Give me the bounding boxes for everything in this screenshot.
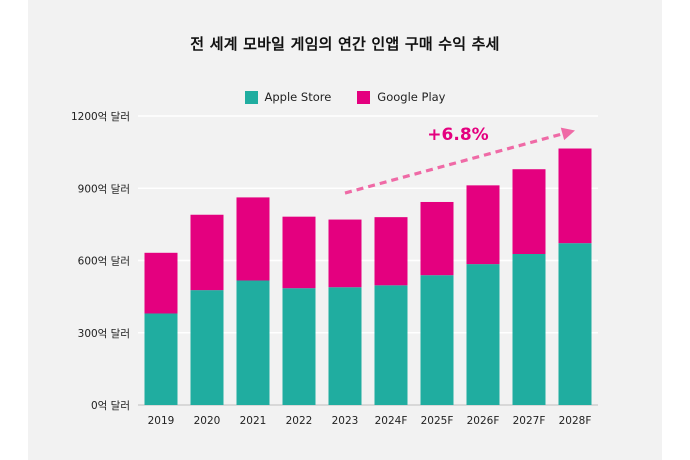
chart-legend: Apple Store Google Play bbox=[0, 90, 690, 104]
x-tick-label: 2023 bbox=[332, 415, 359, 427]
y-tick-label: 1200억 달러 bbox=[71, 111, 130, 123]
bar-apple-store bbox=[190, 290, 224, 405]
bar-google-play bbox=[236, 197, 270, 281]
bar-google-play bbox=[282, 216, 316, 289]
x-tick-label: 2028F bbox=[559, 415, 592, 427]
bar-apple-store bbox=[328, 287, 362, 405]
bar-google-play bbox=[420, 201, 454, 276]
x-tick-label: 2026F bbox=[467, 415, 500, 427]
legend-label-google-play: Google Play bbox=[377, 90, 446, 104]
bar-google-play bbox=[558, 148, 592, 244]
legend-item-google-play: Google Play bbox=[357, 90, 446, 104]
bar-apple-store bbox=[282, 288, 316, 405]
chart-title: 전 세계 모바일 게임의 연간 인앱 구매 수익 추세 bbox=[190, 35, 500, 53]
trend-arrow-head bbox=[560, 127, 575, 141]
x-tick-label: 2020 bbox=[194, 415, 221, 427]
x-tick-label: 2025F bbox=[421, 415, 454, 427]
y-tick-label: 0억 달러 bbox=[91, 400, 130, 412]
x-tick-label: 2022 bbox=[286, 415, 313, 427]
legend-swatch-google-play bbox=[357, 90, 371, 104]
bar-google-play bbox=[328, 219, 362, 288]
legend-label-apple-store: Apple Store bbox=[264, 90, 332, 104]
x-tick-label: 2024F bbox=[375, 415, 408, 427]
y-tick-label: 300억 달러 bbox=[78, 328, 130, 340]
growth-annotation: +6.8% bbox=[427, 125, 488, 145]
bar-google-play bbox=[190, 214, 224, 291]
bar-apple-store bbox=[558, 243, 592, 405]
legend-swatch-apple-store bbox=[244, 90, 258, 104]
bar-apple-store bbox=[466, 264, 500, 405]
bar-google-play bbox=[466, 185, 500, 265]
y-tick-label: 600억 달러 bbox=[78, 256, 130, 268]
bar-apple-store bbox=[374, 285, 408, 405]
x-tick-label: 2021 bbox=[240, 415, 267, 427]
y-tick-label: 900억 달러 bbox=[78, 183, 130, 195]
bar-apple-store bbox=[512, 253, 546, 405]
bar-apple-store bbox=[144, 313, 178, 405]
x-tick-label: 2019 bbox=[148, 415, 175, 427]
bar-google-play bbox=[144, 252, 178, 314]
trend-arrow-line bbox=[344, 132, 563, 195]
bar-google-play bbox=[374, 217, 408, 286]
bar-apple-store bbox=[236, 280, 270, 405]
bar-google-play bbox=[512, 169, 546, 254]
bar-apple-store bbox=[420, 275, 454, 405]
legend-item-apple-store: Apple Store bbox=[244, 90, 332, 104]
x-tick-label: 2027F bbox=[513, 415, 546, 427]
